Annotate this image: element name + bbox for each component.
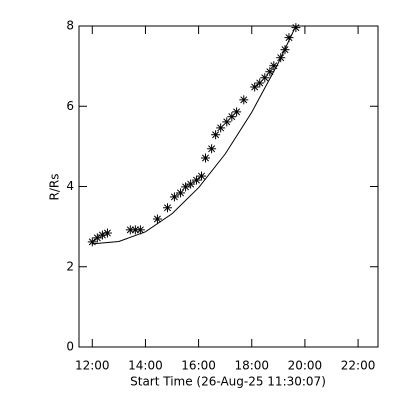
x-tick-label: 16:00 <box>181 359 216 373</box>
asterisk-stroke <box>187 180 195 188</box>
asterisk-stroke <box>103 229 111 237</box>
data-point <box>201 153 211 163</box>
data-point <box>207 144 217 154</box>
asterisk-stroke <box>153 215 161 223</box>
asterisk-stroke <box>212 131 220 139</box>
data-point <box>163 203 173 213</box>
asterisk-stroke <box>202 154 210 162</box>
x-tick-label: 22:00 <box>341 359 376 373</box>
data-point <box>232 107 242 117</box>
y-tick-label: 8 <box>66 19 74 33</box>
data-point <box>186 179 196 189</box>
asterisk-stroke <box>270 62 278 70</box>
asterisk-stroke <box>126 226 134 234</box>
y-tick-label: 6 <box>66 99 74 113</box>
data-point <box>169 192 179 202</box>
x-tick-label: 12:00 <box>75 359 110 373</box>
asterisk-stroke <box>251 83 259 91</box>
data-point <box>152 214 162 224</box>
data-point <box>87 237 97 247</box>
data-point <box>211 130 221 140</box>
asterisk-stroke <box>261 74 269 82</box>
data-point <box>135 225 145 235</box>
asterisk-stroke <box>233 108 241 116</box>
asterisk-stroke <box>192 176 200 184</box>
asterisk-stroke <box>240 96 248 104</box>
data-point <box>291 23 301 33</box>
asterisk-stroke <box>177 189 185 197</box>
fit-line <box>92 25 297 245</box>
asterisk-stroke <box>208 145 216 153</box>
y-axis-label: R/Rs <box>48 174 62 201</box>
y-tick-label: 4 <box>66 179 74 193</box>
data-point <box>191 175 201 185</box>
asterisk-stroke <box>217 124 225 132</box>
asterisk-stroke <box>131 226 139 234</box>
data-point <box>260 73 270 83</box>
asterisk-stroke <box>88 238 96 246</box>
data-point <box>265 67 275 77</box>
data-point <box>92 233 102 243</box>
data-point <box>176 188 186 198</box>
data-point <box>181 182 191 192</box>
asterisk-stroke <box>93 234 101 242</box>
asterisk-stroke <box>198 172 206 180</box>
data-point <box>250 82 260 92</box>
asterisk-stroke <box>266 68 274 76</box>
y-tick-label: 0 <box>66 340 74 354</box>
data-point <box>216 123 226 133</box>
x-tick-label: 14:00 <box>128 359 163 373</box>
asterisk-stroke <box>164 204 172 212</box>
asterisk-stroke <box>170 193 178 201</box>
x-tick-label: 18:00 <box>234 359 269 373</box>
x-axis-label: Start Time (26-Aug-25 11:30:07) <box>130 375 326 389</box>
x-tick-label: 20:00 <box>288 359 323 373</box>
data-point <box>255 78 265 88</box>
data-point <box>239 95 249 105</box>
data-point <box>197 171 207 181</box>
asterisk-stroke <box>136 226 144 234</box>
asterisk-stroke <box>182 183 190 191</box>
y-tick-label: 2 <box>66 259 74 273</box>
data-point <box>102 228 112 238</box>
data-point <box>125 225 135 235</box>
